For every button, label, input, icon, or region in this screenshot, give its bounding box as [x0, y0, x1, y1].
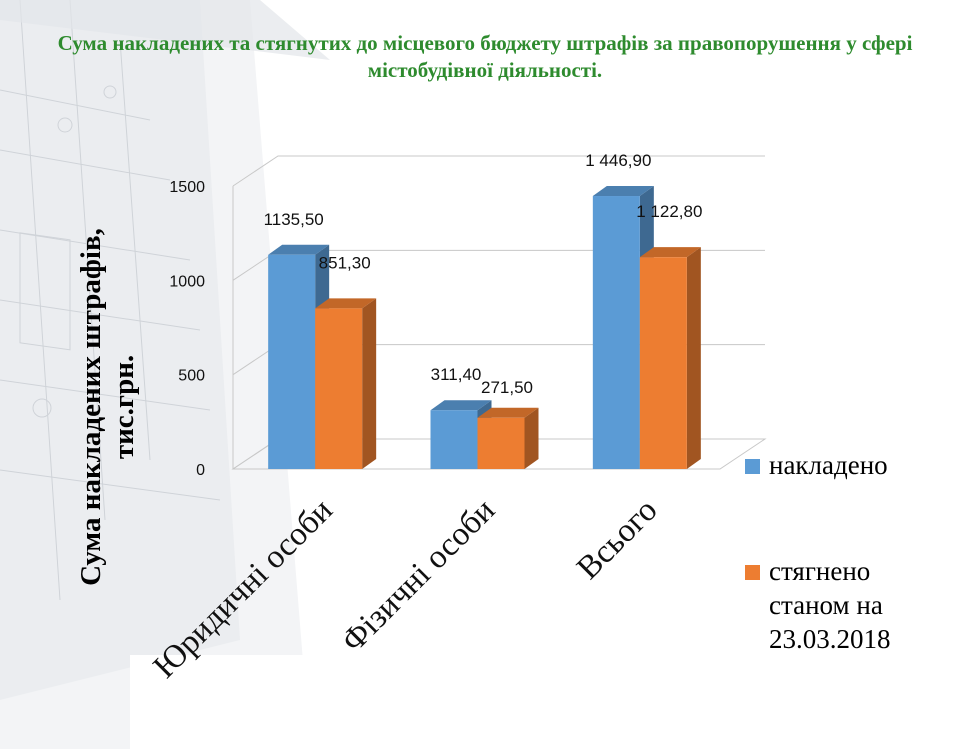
data-label: 851,30 [319, 253, 371, 272]
chart-title: Сума накладених та стягнутих до місцевог… [57, 31, 913, 82]
bar-top [477, 407, 539, 418]
bar-top [639, 247, 701, 258]
data-label: 271,50 [481, 378, 533, 397]
y-tick-label: 1000 [169, 273, 205, 290]
legend-label-imposed: накладено [769, 450, 888, 480]
bar-side [362, 298, 377, 469]
legend-item-collected: стягнено станом на 23.03.2018 [745, 554, 955, 656]
bar-top [268, 244, 330, 255]
legend: накладено стягнено станом на 23.03.2018 [745, 448, 955, 656]
legend-swatch-imposed [745, 459, 760, 474]
bar-front [639, 257, 687, 469]
bar [315, 298, 377, 469]
y-axis-label: Сума накладених штрафів, тис.грн. [75, 228, 140, 586]
bar-front [592, 196, 640, 470]
bar [639, 247, 701, 469]
y-tick-label: 500 [178, 368, 205, 385]
y-tick-label: 0 [196, 462, 205, 479]
x-category-label: Фізичні особи [335, 492, 502, 659]
bar-front [268, 254, 316, 469]
y-tick-label: 1500 [169, 179, 205, 196]
gridline [232, 155, 765, 187]
bar-top [430, 400, 492, 411]
x-category-label: Всього [570, 492, 664, 586]
bar-top [592, 186, 654, 197]
data-label: 311,40 [431, 365, 482, 384]
bars [268, 186, 701, 470]
y-axis-ticks: 0 500 1000 1500 [169, 179, 205, 479]
legend-swatch-collected [745, 565, 760, 580]
bar-front [477, 417, 525, 469]
bar [477, 407, 539, 469]
bar-top [315, 298, 377, 309]
bar-side [524, 407, 539, 469]
data-label: 1 446,90 [585, 151, 651, 170]
data-label: 1135,50 [264, 210, 324, 229]
data-label: 1 122,80 [636, 202, 702, 221]
bar-side [686, 247, 701, 469]
bar-front [315, 308, 363, 469]
legend-item-imposed: накладено [745, 448, 955, 482]
bar-front [430, 410, 478, 469]
legend-label-collected: стягнено станом на 23.03.2018 [769, 556, 891, 654]
x-category-label: Юридичні особи [147, 492, 340, 685]
